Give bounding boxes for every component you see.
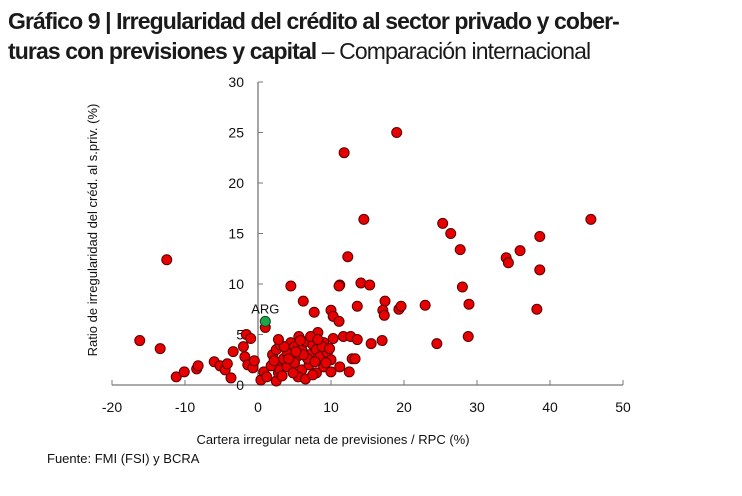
data-point <box>351 300 363 312</box>
data-point <box>379 295 391 307</box>
data-point <box>170 371 182 383</box>
data-point <box>395 300 407 312</box>
data-point <box>290 346 302 358</box>
data-point <box>161 254 173 266</box>
data-point <box>312 334 324 346</box>
data-point <box>327 333 339 345</box>
data-point <box>307 369 319 381</box>
data-point <box>297 295 309 307</box>
title-subtitle: – Comparación internacional <box>316 38 591 64</box>
data-point <box>364 279 376 291</box>
data-point <box>456 281 468 293</box>
x-tick-label: 50 <box>615 399 631 415</box>
data-point <box>294 335 306 347</box>
data-point <box>134 335 146 347</box>
data-point <box>585 213 597 225</box>
data-point <box>309 356 321 368</box>
data-point <box>531 303 543 315</box>
data-point <box>308 306 320 318</box>
data-point <box>358 213 370 225</box>
title-line1: Gráfico 9 | Irregularidad del crédito al… <box>8 8 620 34</box>
y-tick-label: 20 <box>228 175 244 191</box>
data-point <box>192 360 204 372</box>
x-tick-label: 10 <box>323 399 339 415</box>
data-point <box>225 372 237 384</box>
y-tick-label: 5 <box>236 327 244 343</box>
y-axis-label: Ratio de irregularidad del créd. al s.pr… <box>85 104 100 357</box>
chart-title: Gráfico 9 | Irregularidad del crédito al… <box>8 6 738 66</box>
data-point <box>272 334 284 346</box>
data-point <box>419 299 431 311</box>
data-point <box>283 353 295 365</box>
data-label-arg: ARG <box>251 301 279 316</box>
data-point <box>334 361 346 373</box>
y-tick-label: 0 <box>236 377 244 393</box>
data-point <box>248 355 260 367</box>
data-point <box>333 315 345 327</box>
data-point <box>154 343 166 355</box>
y-tick-label: 30 <box>228 74 244 90</box>
x-tick-label: 30 <box>469 399 485 415</box>
data-point <box>349 353 361 365</box>
x-tick-label: 20 <box>396 399 412 415</box>
x-tick-label: -10 <box>175 399 195 415</box>
data-point <box>333 280 345 292</box>
data-point <box>445 228 457 239</box>
data-point <box>454 244 466 256</box>
data-point <box>391 127 403 138</box>
data-point <box>245 333 257 345</box>
data-point <box>221 358 233 370</box>
data-point <box>287 367 299 379</box>
x-tick-label: -20 <box>102 399 122 415</box>
data-point <box>338 147 350 159</box>
data-point <box>342 251 354 263</box>
y-tick-label: 15 <box>228 226 244 242</box>
data-point <box>320 357 332 369</box>
data-point <box>463 298 475 310</box>
data-point <box>325 366 337 378</box>
data-point <box>514 245 526 257</box>
data-point <box>178 366 190 378</box>
y-tick-label: 10 <box>228 276 244 292</box>
data-point <box>276 370 288 382</box>
data-point <box>278 341 290 353</box>
data-point <box>365 338 377 350</box>
data-point <box>431 338 443 350</box>
data-point <box>237 341 249 353</box>
data-point <box>324 343 336 355</box>
data-point <box>502 257 514 269</box>
y-tick-label: 25 <box>228 125 244 141</box>
data-point <box>378 309 390 321</box>
data-point-arg <box>259 315 271 327</box>
x-tick-label: 40 <box>542 399 558 415</box>
data-point <box>268 355 280 367</box>
data-point <box>261 371 273 383</box>
data-point <box>462 331 474 343</box>
data-point <box>534 264 546 276</box>
source-note: Fuente: FMI (FSI) y BCRA <box>47 451 200 466</box>
data-point <box>534 231 546 243</box>
data-point <box>351 334 363 346</box>
data-point <box>437 217 449 229</box>
x-axis-label: Cartera irregular neta de previsiones / … <box>196 432 469 447</box>
data-point <box>376 335 388 347</box>
x-tick-label: 0 <box>254 399 262 415</box>
data-point <box>343 366 355 378</box>
data-point <box>285 280 297 292</box>
title-line2: turas con previsiones y capital <box>8 38 317 64</box>
data-point <box>227 346 239 358</box>
